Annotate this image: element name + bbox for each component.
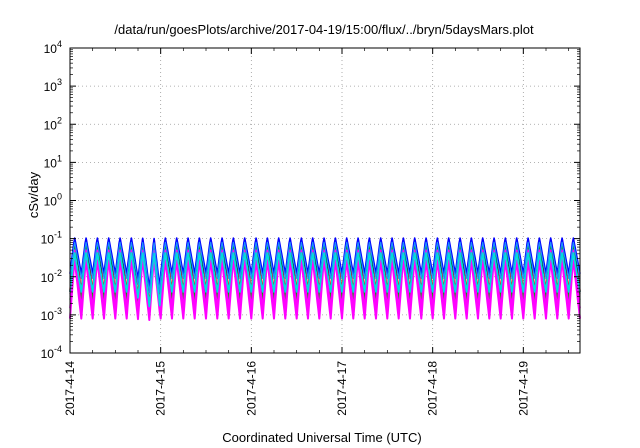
series-group	[69, 237, 581, 321]
y-tick-label: 104	[44, 39, 62, 56]
y-axis: 10-4 10-3 10-2 10-1 100 101 102 103 104	[41, 39, 580, 361]
x-tick-label: 2017-4-19	[516, 361, 530, 416]
y-tick-label: 10-3	[41, 306, 62, 323]
chart-title: /data/run/goesPlots/archive/2017-04-19/1…	[114, 22, 534, 37]
x-tick-label: 2017-4-15	[154, 361, 168, 416]
y-tick-label: 101	[44, 153, 62, 170]
x-tick-label: 2017-4-17	[335, 361, 349, 416]
x-tick-label: 2017-4-14	[63, 361, 77, 416]
series-line-7	[69, 241, 581, 294]
y-tick-label: 10-4	[41, 344, 62, 361]
x-axis: 2017-4-14 2017-4-15 2017-4-16 2017-4-17 2017…	[63, 48, 570, 416]
y-tick-label: 103	[44, 77, 62, 94]
x-tick-label: 2017-4-18	[426, 361, 440, 416]
y-tick-label: 100	[44, 192, 62, 209]
x-tick-label: 2017-4-16	[244, 361, 258, 416]
y-tick-label: 10-2	[41, 268, 62, 285]
x-axis-label: Coordinated Universal Time (UTC)	[222, 430, 421, 445]
series-line-5	[69, 252, 581, 308]
y-tick-label: 10-1	[41, 230, 62, 247]
y-axis-label: cSv/day	[26, 171, 41, 218]
y-tick-label: 102	[44, 115, 62, 132]
